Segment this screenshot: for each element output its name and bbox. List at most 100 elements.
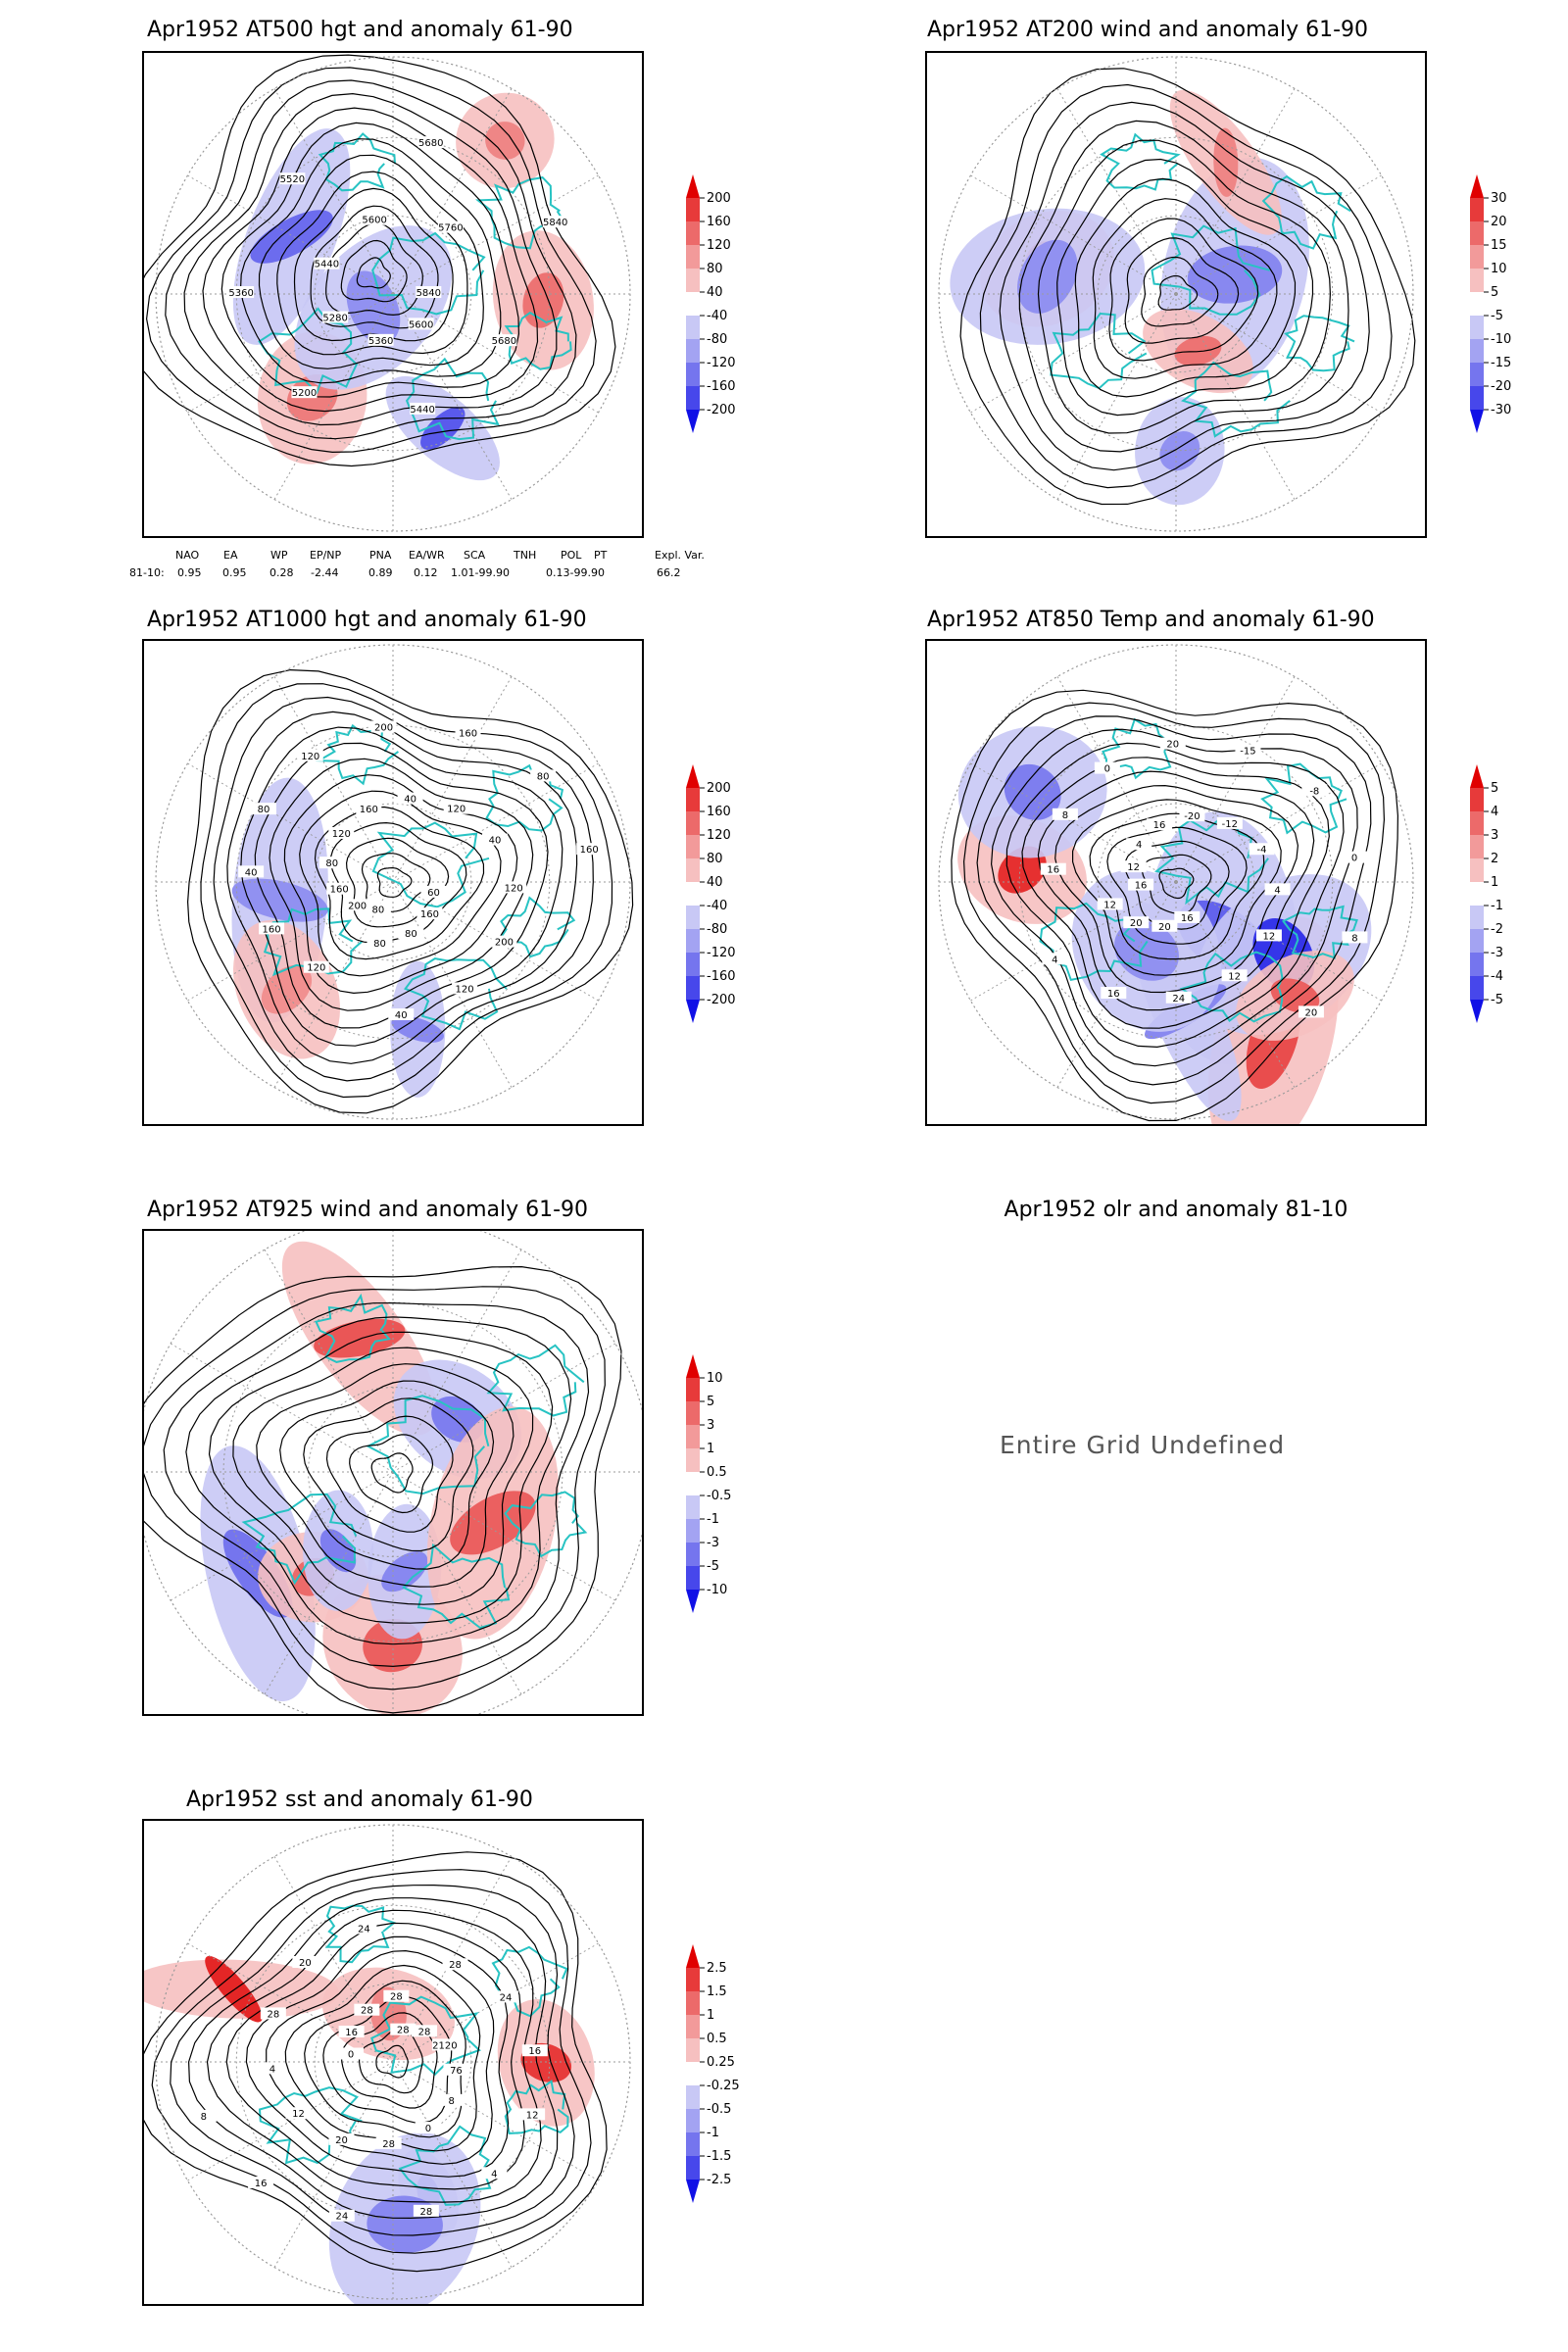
colorbar-segment: [686, 386, 700, 410]
meridian-line: [187, 762, 394, 883]
colorbar-top-arrow: [1470, 764, 1484, 788]
contour-label: 12: [1103, 900, 1116, 910]
colorbar-segment: [686, 788, 700, 811]
colorbar-label: -20: [1491, 379, 1511, 394]
contour-label: -20: [1184, 811, 1200, 822]
anomaly-pos-core: [1270, 978, 1320, 1013]
latitude-circle: [235, 724, 551, 1040]
contour-label: -12: [1222, 819, 1238, 830]
contour-label: 5520: [280, 174, 305, 185]
contour-label: 160: [263, 924, 281, 935]
contour-label: 4: [1052, 955, 1057, 965]
contour-line: [293, 187, 454, 342]
contour-line: [220, 122, 520, 398]
colorbar-label: -5: [1491, 309, 1503, 323]
contour-line: [144, 1286, 606, 1690]
colorbar-label: 120: [707, 238, 731, 253]
colorbar-segment: [686, 1448, 700, 1472]
meridian-line: [187, 1942, 394, 2063]
contour-line: [1018, 120, 1349, 453]
coastline: [241, 1493, 358, 1586]
contour-label: 120: [505, 883, 523, 894]
colorbar-segment: [686, 2109, 700, 2132]
colorbar-segment: [1470, 339, 1484, 363]
idx-h-ea: EA: [223, 549, 238, 562]
map-canvas: 16 16 12 8 4 0 16 20 -20 -15 -12 -8 -4 0 4 8 12 20 12 16 24 2…: [938, 644, 1414, 1124]
colorbar-label: 80: [707, 262, 723, 276]
coastline: [404, 957, 508, 1031]
colorbar-label: 3: [707, 1418, 714, 1433]
contour-label: 160: [459, 728, 477, 739]
contour-label: 20: [335, 2135, 348, 2146]
contour-label: -4: [1257, 845, 1267, 856]
meridian-line: [264, 1249, 394, 1473]
colorbar-label: -15: [1491, 356, 1511, 370]
contour-line: [1037, 770, 1315, 1011]
contour-line: [144, 1851, 608, 2273]
contour-line: [245, 1936, 510, 2178]
contour-line: [303, 1397, 474, 1552]
colorbar-label: -2.5: [707, 2173, 731, 2187]
map-sst: 28 28 28 24 2120 16 76 12 8 4 0 28 28 24 20 16 12 8 4 0 28 16…: [142, 1819, 644, 2306]
colorbar-segment: [686, 245, 700, 269]
idx-v-wp: 0.28: [270, 566, 294, 579]
colorbar-label: -5: [707, 1559, 719, 1574]
colorbar-segment: [686, 1425, 700, 1448]
contour-line: [186, 668, 634, 1114]
colorbar-bottom-arrow: [1470, 410, 1484, 433]
colorbar-label: 160: [707, 805, 731, 819]
contour-label: 8: [201, 2112, 207, 2123]
contour-label: 8: [449, 2096, 455, 2107]
contour-label: 80: [537, 771, 550, 782]
colorbar-label: -200: [707, 993, 736, 1007]
colorbar-canvas: 200 160 120 80 40 -40 -80 -120 -160 -200: [686, 764, 736, 1023]
latitude-circle: [1097, 803, 1255, 961]
contour-label: 4: [1136, 840, 1142, 851]
contour-line: [976, 715, 1372, 1086]
map-at925: [142, 1229, 644, 1716]
contour-label: 20: [1305, 1007, 1318, 1018]
contour-label: -8: [1309, 786, 1319, 797]
contour-line: [269, 758, 534, 1011]
latitude-circle: [314, 215, 472, 373]
colorbar-segment: [686, 316, 700, 339]
contour-line: [1106, 826, 1248, 945]
contour-label: 12: [1228, 971, 1241, 982]
indices-header-row: NAO EA WP EP/NP PNA EA/WR SCA TNH POL PT…: [129, 549, 737, 564]
contour-label: 60: [427, 888, 440, 899]
idx-v-ea: 0.95: [222, 566, 247, 579]
colorbar-bottom-arrow: [686, 1000, 700, 1023]
contour-label: 5680: [492, 336, 516, 347]
contour-line: [1005, 742, 1345, 1049]
contour-line: [356, 257, 391, 289]
contour-label: 28: [390, 1992, 403, 2003]
colorbar-canvas: 200 160 120 80 40 -40 -80 -120 -160 -200: [686, 174, 736, 433]
contour-label: 80: [372, 906, 385, 916]
colorbar-label: 2: [1491, 852, 1498, 866]
contour-label: 5840: [543, 218, 567, 228]
coastline: [504, 1491, 588, 1558]
contour-line: [299, 790, 502, 977]
colorbar-label: -0.25: [707, 2079, 740, 2093]
colorbar-label: 10: [1491, 262, 1507, 276]
contour-line: [349, 1434, 434, 1514]
colorbar-segment: [686, 835, 700, 858]
colorbar-label: 40: [707, 875, 723, 890]
anomaly-neg-core: [391, 1015, 444, 1043]
meridian-line: [1175, 293, 1382, 414]
contour-label: 5840: [416, 288, 441, 299]
panel-title-at1000: Apr1952 AT1000 hgt and anomaly 61-90: [147, 608, 587, 632]
contour-line: [959, 68, 1416, 506]
map-boundary: [938, 644, 1414, 1120]
colorbar-segment: [686, 1401, 700, 1425]
colorbar-segment: [1470, 221, 1484, 245]
contour-label: 28: [449, 1960, 462, 1971]
map-at850: 16 16 12 8 4 0 16 20 -20 -15 -12 -8 -4 0 4 8 12 20 12 16 24 2…: [925, 639, 1427, 1126]
colorbar-label: 1: [707, 2008, 714, 2023]
contour-line: [283, 774, 518, 995]
contour-line: [208, 1331, 554, 1624]
contour-label: 28: [361, 2006, 373, 2017]
colorbar-segment: [1470, 269, 1484, 292]
meridian-line: [392, 2061, 513, 2268]
coastline: [1180, 361, 1291, 438]
